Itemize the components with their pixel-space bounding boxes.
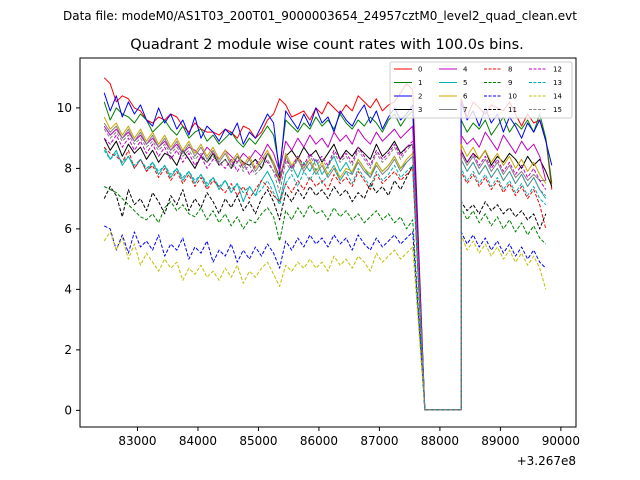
y-tick-label: 8	[64, 161, 72, 175]
x-tick-label: 85000	[239, 434, 277, 448]
y-tick-label: 6	[64, 222, 72, 236]
series-line-4	[103, 125, 547, 411]
legend-label-6: 6	[463, 93, 468, 101]
axes-frame	[79, 57, 577, 428]
x-tick-label: 86000	[300, 434, 338, 448]
series-line-0	[103, 77, 553, 411]
series-line-9	[103, 186, 547, 411]
chart-title: Quadrant 2 module wise count rates with …	[130, 37, 524, 53]
y-tick-label: 2	[64, 343, 72, 357]
series-line-11	[103, 164, 547, 411]
series-line-1	[103, 101, 553, 411]
series-line-15	[103, 128, 547, 411]
y-tick-label: 0	[64, 403, 72, 417]
series-line-13	[103, 150, 547, 411]
series-line-10	[103, 225, 547, 411]
plot-area: 83000 84000 85000 86000 87000 88000 89000 90000…	[57, 57, 580, 448]
legend-label-14: 14	[553, 93, 562, 101]
legend-label-5: 5	[463, 79, 467, 87]
legend-label-10: 10	[508, 93, 517, 101]
x-tick-label: 90000	[542, 434, 580, 448]
legend-label-1: 1	[418, 79, 422, 87]
series-line-12	[103, 134, 547, 411]
legend-label-3: 3	[418, 106, 422, 114]
legend-label-11: 11	[508, 106, 517, 114]
x-offset-label: +3.267e8	[517, 454, 576, 468]
series-line-14	[103, 231, 547, 411]
x-tick-label: 84000	[179, 434, 217, 448]
legend-label-12: 12	[553, 66, 562, 74]
legend-label-8: 8	[508, 66, 512, 74]
legend-box	[389, 61, 573, 119]
legend-label-0: 0	[418, 66, 422, 74]
series-line-6	[103, 116, 547, 411]
legend-label-15: 15	[553, 106, 562, 114]
series-line-8	[103, 146, 547, 411]
legend-label-9: 9	[508, 79, 512, 87]
legend-label-7: 7	[463, 106, 467, 114]
y-tick-label: 10	[57, 101, 72, 115]
series-line-2	[103, 92, 553, 411]
x-tick-label: 83000	[118, 434, 156, 448]
x-tick-label: 88000	[421, 434, 459, 448]
legend-label-13: 13	[553, 79, 562, 87]
x-tick-label: 89000	[481, 434, 519, 448]
legend-label-4: 4	[463, 66, 468, 74]
series-line-7	[103, 122, 546, 411]
y-tick-label: 4	[64, 282, 72, 296]
data-file-label: Data file: modeM0/AS1T03_200T01_90000036…	[63, 9, 577, 23]
x-tick-label: 87000	[360, 434, 398, 448]
legend-label-2: 2	[418, 93, 422, 101]
